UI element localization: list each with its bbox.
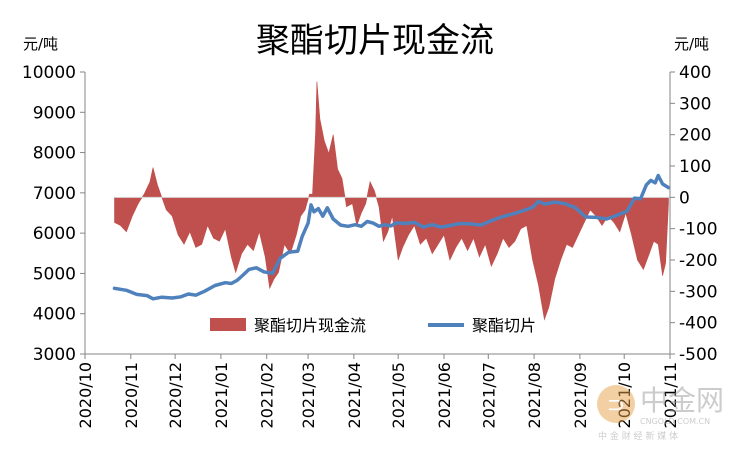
cashflow-area-layer [114, 81, 669, 321]
x-tick-label: 2020/12 [166, 362, 185, 428]
left-tick-label: 7000 [33, 184, 76, 204]
watermark: ⊃ 中金网 CNGOLD.COM.CN 中 金 财 经 新 媒 体 [597, 384, 724, 442]
x-tick-label: 2021/04 [345, 362, 364, 428]
left-tick-label: 8000 [33, 144, 76, 164]
right-tick-label: -200 [679, 251, 718, 271]
x-tick-label: 2021/11 [661, 362, 680, 428]
left-tick-label: 6000 [33, 224, 76, 244]
legend-label-price: 聚酯切片 [472, 316, 536, 335]
cashflow-area [114, 81, 669, 321]
right-tick-label: 300 [679, 94, 711, 114]
x-tick-label: 2021/06 [435, 362, 454, 428]
price-line [112, 173, 671, 301]
price-line-layer [112, 173, 671, 301]
legend-label-cashflow: 聚酯切片现金流 [254, 316, 366, 335]
watermark-brand: 中金网 [640, 384, 724, 417]
left-tick-labels: 3000 4000 5000 6000 7000 8000 9000 10000 [22, 63, 76, 365]
right-tick-label: -400 [679, 314, 718, 334]
x-tick-label: 2021/02 [258, 362, 277, 428]
left-tick-label: 10000 [22, 63, 76, 83]
left-tick-label: 9000 [33, 103, 76, 123]
right-tick-label: 400 [679, 63, 711, 83]
left-axis-unit: 元/吨 [23, 35, 58, 53]
watermark-logo-icon [597, 385, 635, 423]
x-tick-label: 2021/03 [299, 362, 318, 428]
right-tick-label: 0 [679, 188, 690, 208]
chart-title: 聚酯切片现金流 [256, 21, 494, 61]
x-tick-label: 2021/09 [571, 362, 590, 428]
x-tick-label: 2020/11 [122, 362, 141, 428]
watermark-sub: CNGOLD.COM.CN [640, 417, 710, 426]
right-tick-labels: -500 -400 -300 -200 -100 0 100 200 300 400 [679, 63, 718, 365]
x-tick-labels: 2020/10 2020/11 2020/12 2021/01 2021/02 2021/… [76, 362, 680, 428]
left-tick-label: 4000 [33, 305, 76, 325]
legend: 聚酯切片现金流 聚酯切片 [210, 316, 536, 335]
right-tick-label: -100 [679, 220, 718, 240]
right-tick-label: -300 [679, 282, 718, 302]
right-axis-unit: 元/吨 [674, 35, 709, 53]
legend-swatch-cashflow [210, 318, 246, 331]
watermark-tagline: 中 金 财 经 新 媒 体 [598, 430, 678, 442]
axes [80, 71, 675, 359]
x-tick-label: 2021/01 [212, 362, 231, 428]
right-tick-label: 200 [679, 126, 711, 146]
watermark-logo-glyph: ⊃ [607, 393, 625, 418]
right-tick-label: -500 [679, 345, 718, 365]
x-tick-label: 2021/05 [389, 362, 408, 428]
right-tick-label: 100 [679, 157, 711, 177]
x-tick-label: 2021/07 [479, 362, 498, 428]
left-tick-label: 3000 [33, 345, 76, 365]
x-tick-label: 2020/10 [76, 362, 95, 428]
left-tick-label: 5000 [33, 264, 76, 284]
x-tick-label: 2021/08 [525, 362, 544, 428]
